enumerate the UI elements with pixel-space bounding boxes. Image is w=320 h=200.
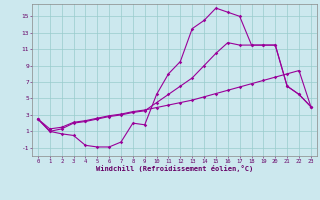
X-axis label: Windchill (Refroidissement éolien,°C): Windchill (Refroidissement éolien,°C) <box>96 165 253 172</box>
